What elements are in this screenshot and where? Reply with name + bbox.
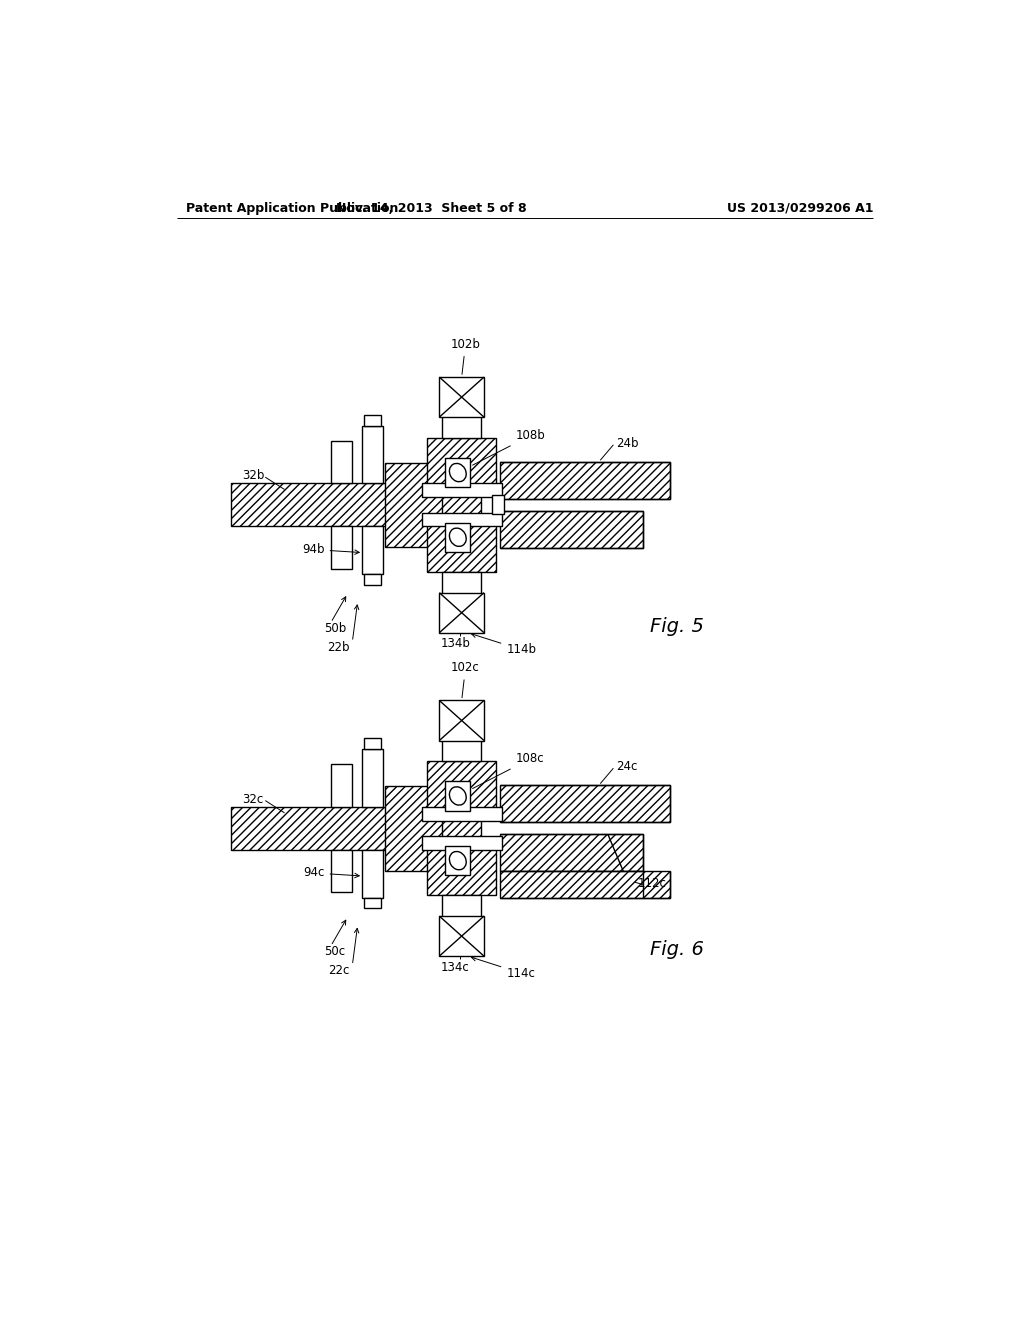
Text: US 2013/0299206 A1: US 2013/0299206 A1 bbox=[727, 202, 873, 215]
Text: Fig. 5: Fig. 5 bbox=[650, 616, 705, 636]
Bar bbox=[364, 898, 381, 908]
Text: 112c: 112c bbox=[637, 878, 666, 890]
Text: Fig. 6: Fig. 6 bbox=[650, 940, 705, 960]
Bar bbox=[364, 738, 381, 748]
Bar bbox=[427, 516, 497, 572]
Text: 22b: 22b bbox=[328, 640, 350, 653]
Bar bbox=[361, 425, 383, 483]
Bar bbox=[442, 721, 481, 762]
Text: 24c: 24c bbox=[615, 760, 637, 774]
Bar bbox=[445, 523, 470, 552]
Bar bbox=[230, 807, 451, 850]
Text: 94c: 94c bbox=[303, 866, 359, 879]
Text: 134c: 134c bbox=[441, 961, 470, 974]
Bar bbox=[422, 483, 502, 498]
Bar bbox=[427, 762, 497, 817]
Bar bbox=[445, 458, 470, 487]
Bar bbox=[500, 462, 670, 499]
Bar bbox=[361, 748, 383, 807]
Bar bbox=[331, 441, 352, 483]
Text: 108c: 108c bbox=[473, 752, 544, 788]
Bar bbox=[331, 527, 352, 569]
Bar bbox=[439, 701, 484, 741]
Bar bbox=[442, 572, 481, 612]
Bar bbox=[364, 574, 381, 585]
Text: 114c: 114c bbox=[471, 957, 536, 979]
Bar bbox=[442, 397, 481, 438]
Text: 108b: 108b bbox=[473, 429, 546, 465]
Bar bbox=[439, 593, 484, 632]
Bar bbox=[422, 512, 502, 527]
Bar bbox=[500, 511, 643, 548]
Bar bbox=[230, 483, 451, 527]
Text: Patent Application Publication: Patent Application Publication bbox=[186, 202, 398, 215]
Bar bbox=[445, 846, 470, 875]
Bar bbox=[442, 895, 481, 936]
Bar bbox=[361, 850, 383, 898]
Bar bbox=[385, 462, 446, 548]
Bar bbox=[422, 807, 502, 821]
Bar bbox=[331, 764, 352, 807]
Text: 102c: 102c bbox=[452, 661, 480, 698]
Text: 24b: 24b bbox=[615, 437, 638, 450]
Bar bbox=[422, 836, 502, 850]
Text: 114b: 114b bbox=[471, 634, 537, 656]
Bar bbox=[442, 438, 481, 572]
Bar bbox=[442, 762, 481, 895]
Bar bbox=[361, 527, 383, 574]
Text: 32c: 32c bbox=[243, 792, 263, 805]
Bar bbox=[427, 840, 497, 895]
Text: 50c: 50c bbox=[325, 945, 346, 958]
Text: 134b: 134b bbox=[440, 638, 470, 651]
Text: Nov. 14, 2013  Sheet 5 of 8: Nov. 14, 2013 Sheet 5 of 8 bbox=[336, 202, 526, 215]
Bar bbox=[364, 414, 381, 425]
Bar bbox=[500, 834, 643, 871]
Text: 50b: 50b bbox=[325, 622, 347, 635]
Bar bbox=[385, 785, 446, 871]
Bar bbox=[331, 850, 352, 892]
Text: 32b: 32b bbox=[243, 469, 264, 482]
Bar bbox=[500, 871, 670, 898]
Bar bbox=[500, 785, 670, 822]
Bar bbox=[493, 495, 504, 515]
Bar bbox=[427, 438, 497, 494]
Bar bbox=[445, 781, 470, 810]
Bar bbox=[439, 916, 484, 956]
Bar bbox=[439, 378, 484, 417]
Text: 102b: 102b bbox=[451, 338, 480, 375]
Text: 22c: 22c bbox=[328, 964, 349, 977]
Text: 94b: 94b bbox=[302, 543, 359, 556]
